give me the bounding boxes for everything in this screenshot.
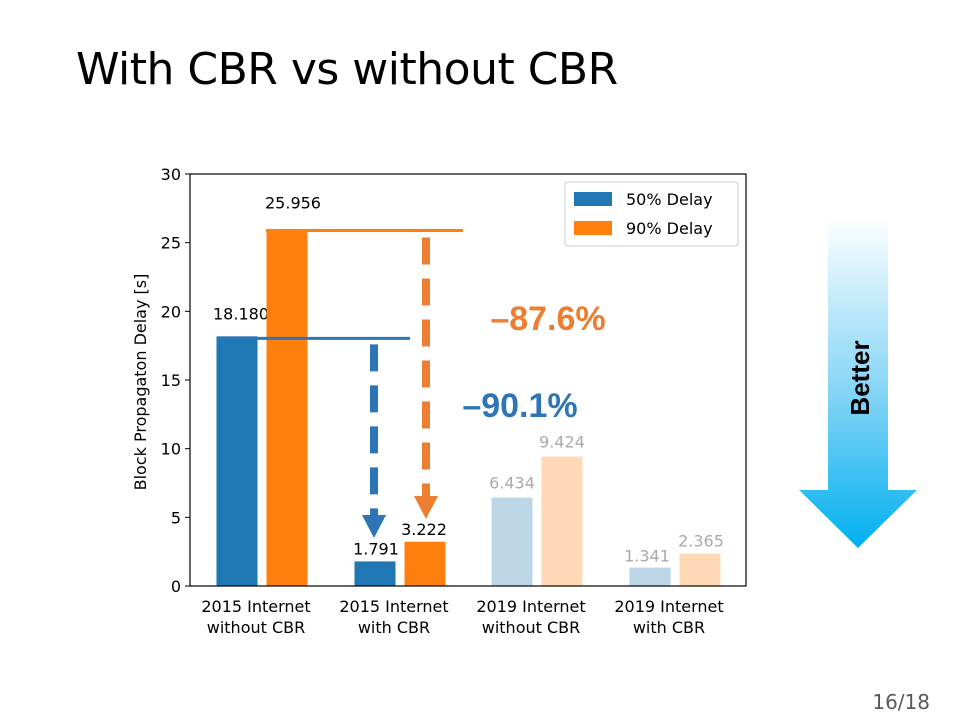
bar-value-label: 1.791 xyxy=(353,539,399,558)
bar-value-label: 3.222 xyxy=(401,520,447,539)
y-tick-label: 10 xyxy=(161,440,181,459)
legend-swatch xyxy=(574,192,612,206)
legend-entry: 50% Delay xyxy=(626,190,713,209)
legend-entry: 90% Delay xyxy=(626,219,713,238)
bar-value-label: 1.341 xyxy=(624,547,670,566)
y-tick-label: 30 xyxy=(161,165,181,184)
bar-90pct-1 xyxy=(266,229,308,586)
bar-50pct-4 xyxy=(629,567,671,586)
reduction-50pct-label: –90.1% xyxy=(462,387,577,425)
bar-90pct-2 xyxy=(404,541,446,586)
bar-90pct-4 xyxy=(679,553,721,586)
y-tick-label: 25 xyxy=(161,234,181,253)
arrowhead-50pct xyxy=(362,515,386,538)
y-tick-label: 5 xyxy=(171,508,181,527)
better-label: Better xyxy=(845,340,875,415)
x-tick-label: 2015 Internet xyxy=(339,597,448,616)
better-arrow-shape xyxy=(799,216,917,548)
slide-title: With CBR vs without CBR xyxy=(76,44,618,95)
bar-50pct-2 xyxy=(354,561,396,586)
x-tick-label: with CBR xyxy=(633,618,705,637)
page-number: 16/18 xyxy=(872,690,930,714)
plot-frame xyxy=(189,173,747,587)
x-tick-label: with CBR xyxy=(358,618,430,637)
bar-50pct-1 xyxy=(216,336,258,586)
y-tick-label: 20 xyxy=(161,302,181,321)
bar-value-label: 6.434 xyxy=(489,474,535,493)
bar-value-label: 9.424 xyxy=(539,433,585,452)
legend-swatch xyxy=(574,221,612,235)
bar-90pct-3 xyxy=(541,456,583,586)
y-tick-label: 15 xyxy=(161,371,181,390)
reduction-90pct-label: –87.6% xyxy=(490,300,605,338)
x-tick-label: 2019 Internet xyxy=(476,597,585,616)
bar-50pct-3 xyxy=(491,497,533,586)
y-tick-label: 0 xyxy=(171,577,181,596)
bar-value-label: 25.956 xyxy=(265,194,321,213)
better-arrow: Better xyxy=(799,216,917,548)
bar-value-label: 18.180 xyxy=(213,304,269,323)
x-tick-label: without CBR xyxy=(482,618,581,637)
arrowhead-90pct xyxy=(414,496,438,519)
y-axis-label: Block Propagaton Delay [s] xyxy=(131,274,150,491)
x-tick-label: 2019 Internet xyxy=(614,597,723,616)
x-tick-label: 2015 Internet xyxy=(201,597,310,616)
x-tick-label: without CBR xyxy=(207,618,306,637)
bar-value-label: 2.365 xyxy=(678,532,724,551)
